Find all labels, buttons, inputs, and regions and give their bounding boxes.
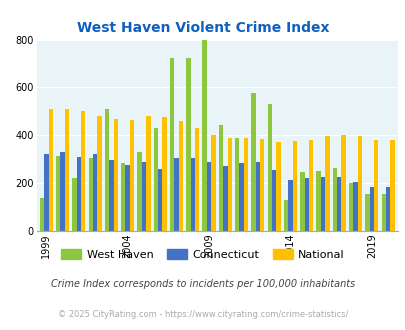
Bar <box>304 178 308 231</box>
Bar <box>357 137 361 231</box>
Bar <box>271 170 276 231</box>
Bar <box>174 158 178 231</box>
Bar <box>77 157 81 231</box>
Bar <box>292 141 296 231</box>
Bar <box>113 118 118 231</box>
Text: Crime Index corresponds to incidents per 100,000 inhabitants: Crime Index corresponds to incidents per… <box>51 279 354 289</box>
Bar <box>223 166 227 231</box>
Bar <box>88 158 93 231</box>
Bar <box>109 160 113 231</box>
Bar <box>385 187 389 231</box>
Bar <box>218 124 223 231</box>
Bar <box>276 143 280 231</box>
Bar <box>234 138 239 231</box>
Bar <box>251 93 255 231</box>
Bar <box>283 200 288 231</box>
Bar <box>190 158 194 231</box>
Bar <box>239 163 243 231</box>
Bar <box>364 194 369 231</box>
Bar <box>341 135 345 231</box>
Bar <box>308 140 313 231</box>
Legend: West Haven, Connecticut, National: West Haven, Connecticut, National <box>57 245 348 264</box>
Bar <box>153 128 158 231</box>
Text: © 2025 CityRating.com - https://www.cityrating.com/crime-statistics/: © 2025 CityRating.com - https://www.city… <box>58 310 347 319</box>
Bar <box>227 138 231 231</box>
Bar <box>267 104 271 231</box>
Bar <box>162 117 166 231</box>
Bar <box>56 156 60 231</box>
Bar <box>97 116 102 231</box>
Bar <box>389 140 394 231</box>
Bar <box>299 172 304 231</box>
Bar <box>48 109 53 231</box>
Text: West Haven Violent Crime Index: West Haven Violent Crime Index <box>77 21 328 35</box>
Bar <box>141 162 146 231</box>
Bar <box>243 138 247 231</box>
Bar <box>348 183 352 231</box>
Bar <box>81 112 85 231</box>
Bar <box>381 194 385 231</box>
Bar <box>146 116 150 231</box>
Bar <box>369 187 373 231</box>
Bar <box>121 163 125 231</box>
Bar <box>255 162 260 231</box>
Bar <box>60 152 65 231</box>
Bar <box>373 140 377 231</box>
Bar <box>178 121 183 231</box>
Bar <box>93 154 97 231</box>
Bar <box>194 128 199 231</box>
Bar <box>260 139 264 231</box>
Bar <box>40 197 44 231</box>
Bar <box>324 137 329 231</box>
Bar <box>44 154 48 231</box>
Bar <box>65 109 69 231</box>
Bar <box>207 162 211 231</box>
Bar <box>211 135 215 231</box>
Bar <box>315 171 320 231</box>
Bar <box>137 152 141 231</box>
Bar <box>352 182 357 231</box>
Bar <box>186 57 190 231</box>
Bar <box>72 178 77 231</box>
Bar <box>336 177 341 231</box>
Bar <box>170 57 174 231</box>
Bar <box>288 180 292 231</box>
Bar <box>202 40 207 231</box>
Bar <box>104 109 109 231</box>
Bar <box>158 169 162 231</box>
Bar <box>320 177 324 231</box>
Bar <box>130 120 134 231</box>
Bar <box>332 168 336 231</box>
Bar <box>125 165 130 231</box>
